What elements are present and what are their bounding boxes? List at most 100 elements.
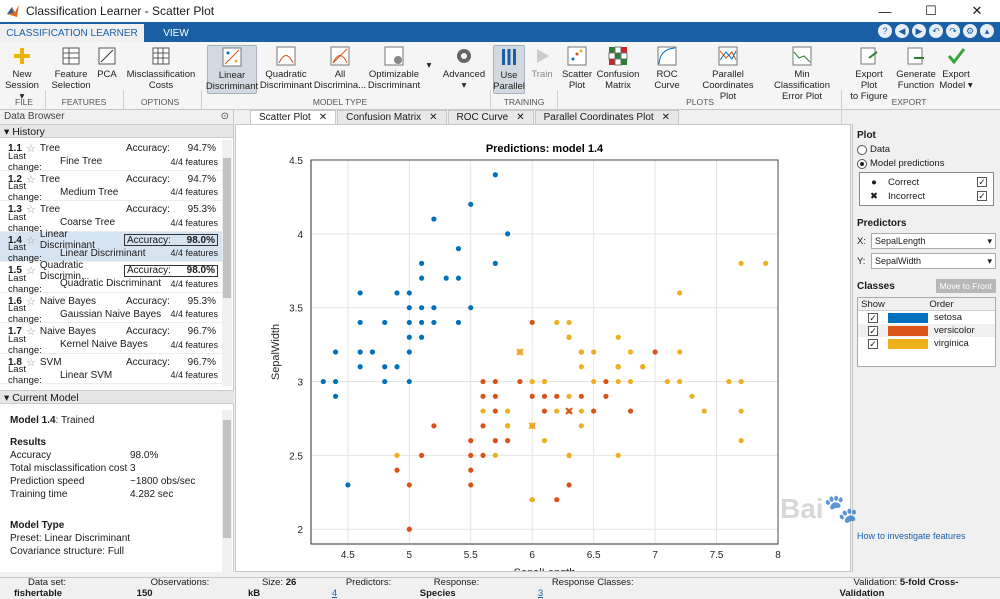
data-radio[interactable]: Data xyxy=(857,144,996,155)
data-point-versicolor xyxy=(578,393,584,399)
class-row[interactable]: ✓ versicolor xyxy=(858,324,995,337)
close-icon[interactable]: ✕ xyxy=(971,3,983,18)
star-icon[interactable]: ☆ xyxy=(26,204,36,216)
history-item[interactable]: 1.6 ☆ Naive Bayes Accuracy: 95.3% Last chang… xyxy=(0,293,222,325)
current-model-scrollbar[interactable] xyxy=(222,410,232,572)
tab-scatter-plot[interactable]: Scatter Plot ✕ xyxy=(250,110,337,124)
scatter-plot-button[interactable]: Scatter Plot xyxy=(562,45,592,91)
model-name: Tree xyxy=(39,204,61,215)
star-icon[interactable]: ☆ xyxy=(26,356,36,369)
feature-selection-button[interactable]: Feature Selection xyxy=(51,45,91,91)
pca-icon xyxy=(96,45,118,67)
scatter-chart[interactable]: 4.5 5 5.5 6 6.5 7 7.5 8 2 2.5 3 3.5 4 4.5 Predictions:… xyxy=(236,125,850,579)
show-class-checkbox[interactable]: ✓ xyxy=(868,312,878,323)
model-name: Naive Bayes xyxy=(39,326,97,337)
panel-options-icon[interactable]: ⊙ xyxy=(220,111,229,122)
data-point-setosa xyxy=(382,319,388,326)
feature-count: 4/4 features xyxy=(170,187,218,197)
class-row[interactable]: ✓ virginica xyxy=(868,338,969,349)
star-icon[interactable]: ☆ xyxy=(26,326,36,338)
pca-button[interactable]: PCA xyxy=(94,45,120,80)
back-icon[interactable]: ◀ xyxy=(895,24,909,38)
model-gallery-expand-icon[interactable]: ▾ xyxy=(426,60,432,71)
export-plot-button[interactable]: Export Plot to Figure xyxy=(846,45,892,102)
tab-confusion-matrix[interactable]: Confusion Matrix ✕ xyxy=(337,110,447,124)
roc-curve-button[interactable]: ROC Curve xyxy=(644,45,690,91)
history-item[interactable]: 1.8 ☆ SVM Accuracy: 96.7% Last change: Linear… xyxy=(0,354,222,386)
collapse-icon[interactable]: ▴ xyxy=(980,24,994,38)
last-change: Linear SVM xyxy=(60,369,113,381)
response-classes-link[interactable]: 3 xyxy=(537,587,544,599)
data-point-versicolor xyxy=(431,423,437,429)
result-row: Accuracy 98.0% xyxy=(10,450,159,461)
data-point-setosa xyxy=(406,378,412,385)
close-tab-icon[interactable]: ✕ xyxy=(429,112,438,123)
show-class-checkbox[interactable]: ✓ xyxy=(868,325,878,336)
history-scrollbar[interactable] xyxy=(222,140,232,386)
close-tab-icon[interactable]: ✕ xyxy=(661,112,671,123)
history-section-header[interactable]: ▾ History xyxy=(0,124,233,138)
generate-function-button[interactable]: Generate Function xyxy=(896,45,936,91)
history-item[interactable]: 1.4 ☆ Linear Discriminant Accuracy: 98.0% La… xyxy=(0,229,222,264)
tab-classification-learner[interactable]: CLASSIFICATION LEARNER xyxy=(0,24,144,42)
close-tab-icon[interactable]: ✕ xyxy=(516,112,525,123)
optimizable-discriminant-button[interactable]: Optimizable Discriminant xyxy=(368,45,420,91)
correct-checkbox[interactable]: ✓ xyxy=(977,177,987,187)
current-model-header[interactable]: ▾ Current Model xyxy=(0,390,234,404)
minimize-icon[interactable]: — xyxy=(878,3,892,19)
history-item[interactable]: 1.2 ☆ Tree Accuracy: 94.7% Last change: Mediu… xyxy=(0,171,222,203)
last-change: Linear Discriminant xyxy=(60,247,146,259)
x-tick-label: 7 xyxy=(652,550,658,561)
tab-roc-curve[interactable]: ROC Curve ✕ xyxy=(447,110,534,124)
star-icon[interactable]: ☆ xyxy=(26,234,36,247)
help-icon[interactable]: ? xyxy=(878,24,892,38)
misclassification-costs-button[interactable]: Misclassification Costs xyxy=(126,45,196,91)
new-session-button[interactable]: New Session ▾ xyxy=(4,45,40,102)
history-item[interactable]: 1.3 ☆ Tree Accuracy: 95.3% Last change: Coars… xyxy=(0,201,222,234)
x-axis-select[interactable]: SepalLength ▾ xyxy=(871,233,996,249)
parallel-coordinates-button[interactable]: Parallel Coordinates Plot xyxy=(694,45,762,102)
settings-icon[interactable]: ⚙ xyxy=(963,24,977,38)
results-heading: Results xyxy=(10,437,47,448)
y-tick-label: 4.5 xyxy=(289,156,303,167)
star-icon[interactable]: ☆ xyxy=(26,143,36,155)
show-class-checkbox[interactable]: ✓ xyxy=(868,338,878,349)
star-icon[interactable]: ☆ xyxy=(26,173,36,186)
close-tab-icon[interactable]: ✕ xyxy=(318,112,328,123)
maximize-icon[interactable]: ☐ xyxy=(925,3,937,18)
predictors-link[interactable]: 4 xyxy=(331,587,338,599)
tab-view[interactable]: VIEW xyxy=(163,27,189,39)
quadratic-discriminant-button[interactable]: Quadratic Discriminant xyxy=(260,45,312,91)
model-predictions-radio[interactable]: Model predictions xyxy=(857,158,996,169)
tab-parallel-coordinates[interactable]: Parallel Coordinates Plot ✕ xyxy=(534,110,680,124)
dataset-name: fishertable xyxy=(14,587,63,599)
min-classification-error-button[interactable]: Min Classification Error Plot xyxy=(766,45,838,102)
export-model-button[interactable]: Export Model ▾ xyxy=(938,45,974,91)
data-point-setosa xyxy=(332,393,339,399)
star-icon[interactable]: ☆ xyxy=(26,265,36,277)
forward-icon[interactable]: ▶ xyxy=(912,24,926,38)
accuracy-value: 98.0% xyxy=(186,234,215,246)
history-item[interactable]: 1.7 ☆ Naive Bayes Accuracy: 96.7% Last chang… xyxy=(0,323,222,356)
investigate-features-link[interactable]: How to investigate features xyxy=(857,531,966,541)
data-point-virginica xyxy=(578,408,584,414)
data-point-setosa xyxy=(455,319,462,326)
incorrect-checkbox[interactable]: ✓ xyxy=(977,191,987,201)
linear-discriminant-button[interactable]: Linear Discriminant xyxy=(206,45,258,94)
y-axis-select[interactable]: SepalWidth ▾ xyxy=(871,253,996,269)
redo-icon[interactable]: ↷ xyxy=(946,24,960,38)
feature-count: 4/4 features xyxy=(170,278,218,289)
section-training: TRAINING xyxy=(503,97,545,107)
class-row[interactable]: ✓ setosa xyxy=(868,312,962,323)
advanced-button[interactable]: Advanced ▾ xyxy=(443,45,485,91)
move-to-front-button[interactable]: Move to Front xyxy=(935,279,996,293)
confusion-matrix-button[interactable]: Confusion Matrix xyxy=(597,45,639,91)
model-number: 1.5 xyxy=(8,265,22,276)
history-item[interactable]: 1.5 ☆ Quadratic Discrimin... Accuracy: 98.0%… xyxy=(0,260,222,295)
train-button[interactable]: Train xyxy=(529,45,555,80)
all-discriminants-button[interactable]: All Discrimina... xyxy=(314,45,366,91)
star-icon[interactable]: ☆ xyxy=(26,295,36,308)
undo-icon[interactable]: ↶ xyxy=(929,24,943,38)
use-parallel-button[interactable]: Use Parallel xyxy=(493,45,525,94)
history-item[interactable]: 1.1 ☆ Tree Accuracy: 94.7% Last change: Fine … xyxy=(0,140,222,173)
